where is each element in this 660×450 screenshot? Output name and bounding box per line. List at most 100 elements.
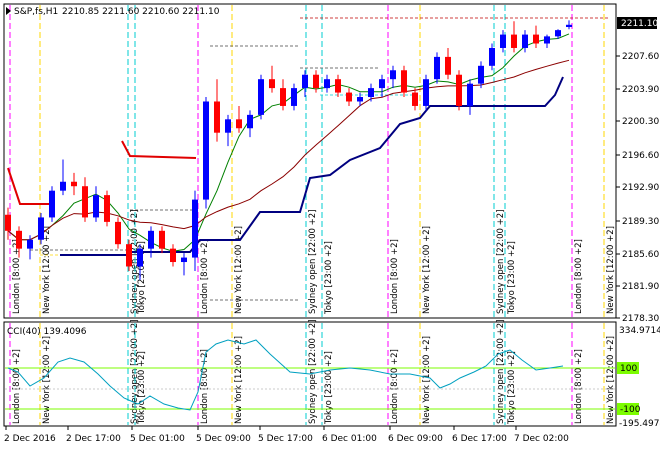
- candle-body: [82, 186, 88, 218]
- price-tick-label: 2196.60: [622, 151, 659, 161]
- session-label: London [8:00 +2]: [12, 239, 22, 314]
- candle-body: [71, 181, 77, 187]
- candle-body: [38, 217, 44, 240]
- session-label-cci: London [8:00 +2]: [200, 349, 210, 424]
- cci-line: [7, 339, 564, 411]
- cci-indicator: [5, 339, 615, 411]
- fast-ma-line: [7, 33, 570, 252]
- candle-body: [104, 195, 110, 222]
- candle-body: [478, 65, 484, 84]
- candle-body: [247, 114, 253, 129]
- time-label: 5 Dec 09:00: [196, 434, 251, 444]
- candle-body: [170, 248, 176, 263]
- current-price-value: 2211.10: [621, 19, 658, 29]
- session-label: London [8:00 +2]: [200, 239, 210, 314]
- cci-level-high-tag: [617, 362, 639, 374]
- time-label: 2 Dec 2016: [4, 434, 56, 444]
- session-label-cci: London [8:00 +2]: [390, 349, 400, 424]
- candle-body: [291, 88, 297, 106]
- session-label: Tokyo [23:00 +2]: [507, 241, 517, 315]
- candle-body: [489, 47, 495, 66]
- session-label: New York [12:00 +2]: [606, 226, 616, 314]
- session-label: London [8:00 +2]: [390, 239, 400, 314]
- candle-body: [390, 70, 396, 80]
- candle-body: [93, 195, 99, 218]
- candle-body: [225, 119, 231, 133]
- price-tick-label: 2178.30: [622, 314, 659, 324]
- header-arrow-icon: [6, 7, 11, 15]
- session-label-cci: New York [12:00 +2]: [42, 336, 52, 424]
- candle-body: [500, 34, 506, 48]
- red-stop-line-left: [7, 167, 50, 205]
- candle-body: [511, 34, 517, 48]
- candle-body: [533, 34, 539, 44]
- candle-body: [236, 119, 242, 129]
- session-label-cci: New York [12:00 +2]: [234, 336, 244, 424]
- red-stop-line-mid: [121, 140, 197, 159]
- chart-header: S&P,fs,H1 2210.85 2211.60 2210.60 2211.1…: [6, 7, 220, 17]
- session-label: London [8:00 +2]: [574, 239, 584, 314]
- time-label: 2 Dec 17:00: [66, 434, 121, 444]
- candle-body: [522, 34, 528, 48]
- price-tick-label: 2192.90: [622, 183, 659, 193]
- session-label: Sydney open [22:00 +2]: [496, 210, 506, 314]
- cci-level-low-tag: [617, 403, 639, 415]
- candle-body: [258, 79, 264, 115]
- session-label-cci: Tokyo [23:00 +2]: [507, 351, 517, 425]
- session-label: Tokyo [23:00 +2]: [324, 241, 334, 315]
- session-markers: London [8:00 +2] London [8:00 +2] New York…: [9, 5, 616, 425]
- candle-body: [379, 79, 385, 89]
- candle-body: [423, 79, 429, 106]
- candle-body: [159, 230, 165, 249]
- cci-axis-bottom: -195.4974: [619, 419, 660, 429]
- candle-body: [137, 248, 143, 267]
- price-axis: 2207.60 2203.90 2200.30 2196.60 2192.90 2189.…: [616, 52, 659, 324]
- price-tick-label: 2207.60: [622, 52, 659, 62]
- cci-axis-top: 334.9714: [619, 326, 660, 336]
- candle-body: [555, 30, 561, 37]
- candle-body: [203, 101, 209, 200]
- candle-body: [302, 74, 308, 89]
- session-label-cci: Tokyo [23:00 +2]: [137, 351, 147, 425]
- candle-body: [401, 70, 407, 93]
- time-label: 5 Dec 01:00: [130, 434, 185, 444]
- time-axis: 2 Dec 2016 2 Dec 17:00 5 Dec 01:00 5 Dec 09…: [4, 426, 569, 444]
- candle-body: [456, 74, 462, 106]
- candle-body: [5, 214, 11, 231]
- session-label-cci: Sydney open [22:00 +2]: [308, 320, 318, 424]
- candle-body: [181, 257, 187, 263]
- time-label: 6 Dec 09:00: [388, 434, 443, 444]
- time-label: 5 Dec 17:00: [258, 434, 313, 444]
- ohlc-values: 2210.85 2211.60 2210.60 2211.10: [62, 7, 220, 17]
- candle-body: [335, 79, 341, 93]
- session-label-cci: Tokyo [23:00 +2]: [324, 351, 334, 425]
- cci-label: CCI(40) 139.4096: [7, 327, 87, 337]
- moving-averages: [7, 33, 570, 256]
- candle-body: [280, 88, 286, 106]
- time-label: 7 Dec 02:00: [514, 434, 569, 444]
- candle-body: [313, 74, 319, 89]
- candle-body: [27, 239, 33, 249]
- candle-body: [467, 83, 473, 106]
- session-label-cci: New York [12:00 +2]: [606, 336, 616, 424]
- candle-body: [192, 199, 198, 258]
- symbol-label: S&P,fs,H1: [14, 7, 58, 17]
- session-label-cci: Sydney open [22:00 +2]: [496, 320, 506, 424]
- time-label: 6 Dec 17:00: [452, 434, 507, 444]
- candle-body: [566, 24, 572, 28]
- candle-body: [434, 56, 440, 80]
- current-price-tag: [617, 17, 657, 29]
- price-tick-label: 2185.60: [622, 250, 659, 260]
- cci-level-high: 100: [620, 364, 637, 374]
- candle-body: [60, 181, 66, 191]
- candle-body: [368, 88, 374, 98]
- session-label: New York [12:00 +2]: [422, 226, 432, 314]
- session-label: New York [12:00 +2]: [42, 226, 52, 314]
- candle-body: [269, 79, 275, 89]
- session-label-cci: London [8:00 +2]: [574, 349, 584, 424]
- session-label: New York [12:00 +2]: [234, 226, 244, 314]
- trailing-stop-line: [60, 76, 564, 256]
- price-tick-label: 2189.30: [622, 217, 659, 227]
- session-label: Tokyo [23:00 +2]: [137, 241, 147, 315]
